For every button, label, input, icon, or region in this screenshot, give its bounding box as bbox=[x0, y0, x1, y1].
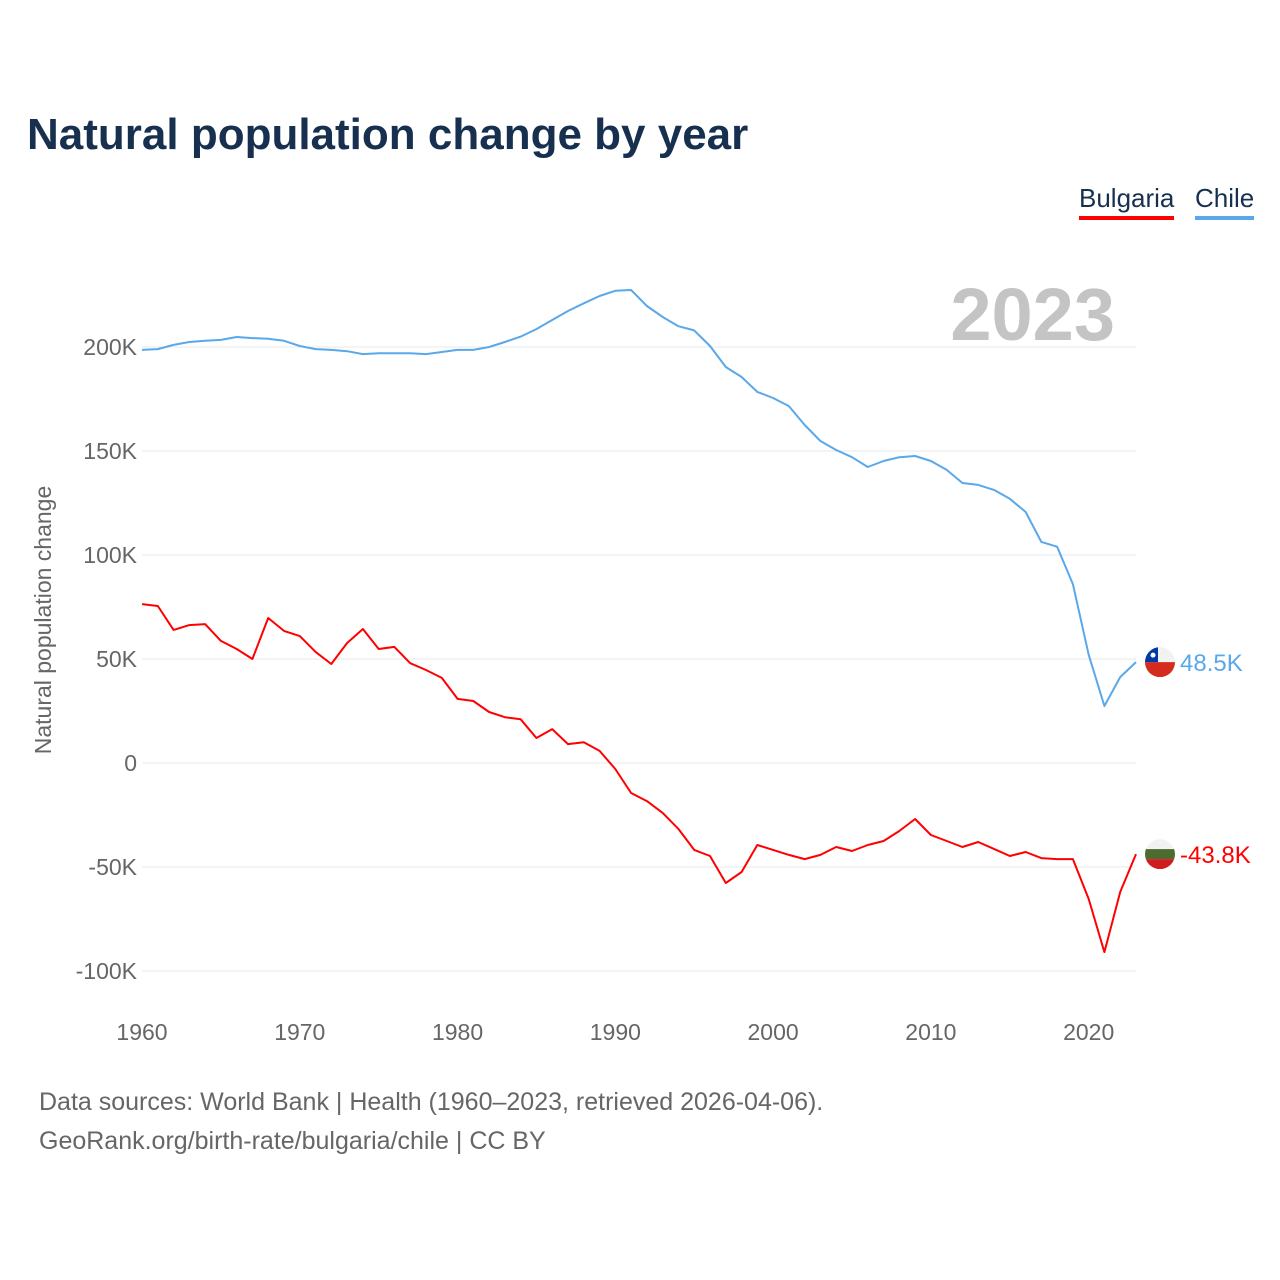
year-watermark: 2023 bbox=[950, 273, 1115, 356]
chart-title: Natural population change by year bbox=[27, 110, 749, 159]
y-tick-label: 100K bbox=[83, 542, 137, 568]
series-line-chile bbox=[141, 289, 1137, 707]
data-source-text: Data sources: World Bank | Health (1960–… bbox=[39, 1088, 824, 1116]
x-tick-label: 1990 bbox=[590, 1019, 641, 1045]
x-tick-label: 1960 bbox=[116, 1019, 167, 1045]
x-tick-label: 2020 bbox=[1063, 1019, 1114, 1045]
end-value-label: -43.8K bbox=[1180, 842, 1251, 869]
y-axis-label: Natural population change bbox=[30, 486, 56, 755]
bulgaria-flag-icon bbox=[1145, 839, 1175, 870]
y-tick-label: 200K bbox=[83, 334, 137, 360]
y-tick-label: -100K bbox=[76, 958, 138, 984]
y-tick-label: 0 bbox=[124, 750, 137, 776]
x-tick-label: 1980 bbox=[432, 1019, 483, 1045]
y-tick-label: 50K bbox=[96, 646, 138, 672]
y-tick-label: -50K bbox=[88, 854, 137, 880]
legend-bulgaria[interactable]: Bulgaria bbox=[1079, 183, 1175, 220]
y-tick-label: 150K bbox=[83, 438, 137, 464]
x-tick-label: 2000 bbox=[748, 1019, 799, 1045]
series-line-bulgaria bbox=[141, 603, 1137, 954]
x-tick-label: 1970 bbox=[274, 1019, 325, 1045]
legend-chile[interactable]: Chile bbox=[1195, 183, 1255, 220]
x-tick-label: 2010 bbox=[905, 1019, 956, 1045]
source-link[interactable]: GeoRank.org/birth-rate/bulgaria/chile | … bbox=[39, 1127, 546, 1155]
chile-flag-icon bbox=[1145, 647, 1175, 678]
end-value-label: 48.5K bbox=[1180, 650, 1243, 677]
